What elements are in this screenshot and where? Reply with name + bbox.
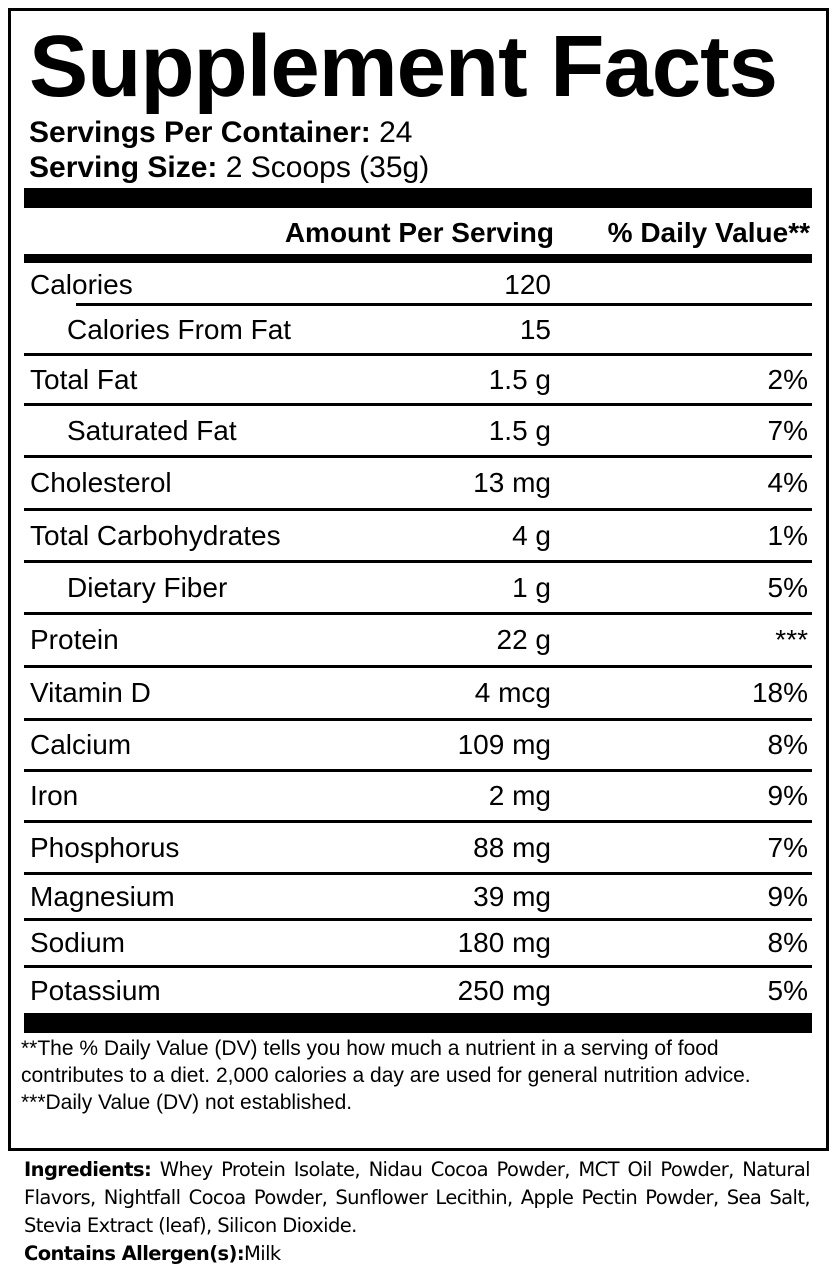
nutrient-name: Iron — [30, 780, 79, 811]
nutrient-row: Protein 22 g *** — [24, 615, 812, 668]
nutrient-amount: 39 mg — [473, 880, 551, 912]
panel-title: Supplement Facts — [29, 18, 778, 115]
serving-size-label: Serving Size: — [29, 151, 218, 184]
nutrient-name: Calcium — [30, 729, 132, 760]
nutrient-daily-value: 9% — [767, 880, 808, 912]
nutrient-row: Magnesium 39 mg 9% — [24, 875, 812, 921]
nutrient-amount: 15 — [519, 313, 551, 345]
nutrient-name: Calories — [30, 268, 133, 300]
nutrient-name: Total Fat — [30, 363, 138, 395]
nutrient-name: Vitamin D — [30, 677, 151, 708]
nutrient-row: Potassium 250 mg 5% — [24, 968, 812, 1014]
nutrient-row: Total Fat 1.5 g 2% — [24, 356, 812, 406]
servings-label: Servings Per Container: — [29, 116, 371, 149]
nutrient-amount: 2 mg — [488, 780, 551, 811]
footnote-dv: **The % Daily Value (DV) tells you how m… — [21, 1037, 751, 1087]
nutrient-daily-value: 5% — [767, 571, 808, 603]
medium-divider — [24, 254, 812, 263]
nutrient-row: Phosphorus 88 mg 7% — [24, 823, 812, 875]
nutrient-name: Dietary Fiber — [67, 571, 228, 603]
column-header: Amount Per Serving % Daily Value** — [24, 208, 812, 254]
nutrient-row: Vitamin D 4 mcg 18% — [24, 668, 812, 721]
allergens-label: Contains Allergen(s): — [24, 1242, 245, 1265]
dv-header: % Daily Value** — [607, 217, 810, 248]
nutrient-daily-value: 18% — [751, 677, 808, 708]
nutrient-daily-value: 8% — [767, 729, 808, 760]
nutrient-name: Phosphorus — [30, 831, 180, 863]
nutrient-amount: 120 — [504, 268, 551, 300]
nutrient-name: Magnesium — [30, 880, 175, 912]
nutrient-amount: 250 mg — [457, 975, 551, 1006]
thick-divider-bottom — [24, 1013, 812, 1033]
nutrient-amount: 4 g — [512, 519, 551, 551]
nutrient-amount: 22 g — [496, 624, 552, 655]
nutrient-amount: 88 mg — [473, 831, 551, 863]
nutrient-name: Calories From Fat — [67, 313, 292, 345]
footnotes: **The % Daily Value (DV) tells you how m… — [21, 1035, 801, 1116]
nutrient-row: Saturated Fat 1.5 g 7% — [24, 406, 812, 458]
nutrient-table: Calories 120 Calories From Fat 15 Total Fat 1… — [24, 263, 812, 1014]
nutrient-amount: 180 mg — [457, 927, 551, 958]
nutrient-row: Iron 2 mg 9% — [24, 772, 812, 823]
nutrient-amount: 109 mg — [457, 729, 551, 760]
nutrient-daily-value: 8% — [767, 927, 808, 958]
thick-divider — [24, 188, 812, 208]
nutrient-amount: 1.5 g — [488, 414, 551, 446]
nutrient-amount: 4 mcg — [474, 677, 551, 708]
nutrient-row: Total Carbohydrates 4 g 1% — [24, 511, 812, 563]
ingredients-text: Whey Protein Isolate, Nidau Cocoa Powder… — [24, 1158, 811, 1237]
ingredients-label: Ingredients: — [24, 1158, 152, 1181]
nutrient-row: Dietary Fiber 1 g 5% — [24, 563, 812, 615]
serving-size: Serving Size: 2 Scoops (35g) — [29, 151, 429, 185]
nutrient-row: Sodium 180 mg 8% — [24, 921, 812, 968]
allergens-text: Milk — [244, 1242, 281, 1265]
nutrient-amount: 1.5 g — [488, 363, 551, 395]
nutrient-name: Saturated Fat — [67, 414, 237, 446]
nutrient-name: Total Carbohydrates — [30, 519, 281, 551]
ingredients: Ingredients: Whey Protein Isolate, Nidau… — [24, 1156, 811, 1268]
footnote-not-established: ***Daily Value (DV) not established. — [21, 1091, 353, 1114]
servings-per-container: Servings Per Container: 24 — [29, 116, 412, 150]
nutrient-row: Calories From Fat 15 — [24, 306, 812, 356]
nutrient-name: Cholesterol — [30, 467, 172, 498]
servings-value: 24 — [379, 116, 413, 149]
nutrient-daily-value: *** — [775, 624, 808, 655]
nutrient-daily-value: 2% — [767, 363, 808, 395]
nutrient-name: Potassium — [30, 975, 161, 1006]
nutrient-name: Protein — [30, 624, 119, 655]
nutrient-daily-value: 9% — [767, 780, 808, 811]
nutrient-daily-value: 1% — [767, 519, 808, 551]
supplement-facts-panel: Supplement Facts Servings Per Container:… — [8, 8, 829, 1151]
nutrient-daily-value: 7% — [767, 414, 808, 446]
nutrient-row: Calcium 109 mg 8% — [24, 721, 812, 772]
serving-size-value: 2 Scoops (35g) — [225, 151, 430, 184]
nutrient-daily-value: 4% — [767, 467, 808, 498]
nutrient-name: Sodium — [30, 927, 125, 958]
nutrient-row: Calories 120 — [24, 263, 812, 306]
nutrient-row: Cholesterol 13 mg 4% — [24, 458, 812, 511]
amount-header: Amount Per Serving — [284, 217, 554, 248]
nutrient-daily-value: 7% — [767, 831, 808, 863]
nutrient-amount: 1 g — [512, 571, 551, 603]
nutrient-amount: 13 mg — [473, 467, 551, 498]
nutrient-daily-value: 5% — [767, 975, 808, 1006]
